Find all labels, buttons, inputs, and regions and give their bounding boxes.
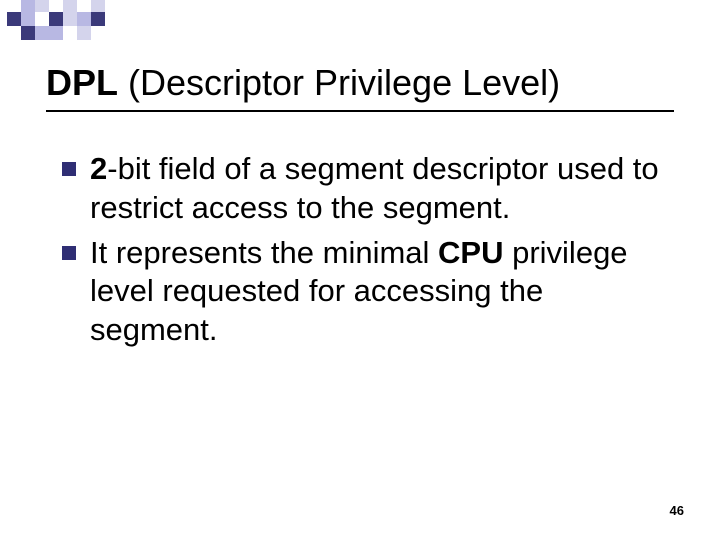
- slide-title: DPL (Descriptor Privilege Level): [46, 62, 560, 104]
- bullet-item: It represents the minimal CPU privilege …: [62, 234, 662, 350]
- bullet-square-icon: [62, 162, 76, 176]
- bullet-text: -bit field of a segment descriptor used …: [90, 151, 659, 225]
- bullet-text: It represents the minimal: [90, 235, 438, 270]
- deco-square: [49, 26, 63, 40]
- deco-square: [77, 26, 91, 40]
- deco-square: [21, 26, 35, 40]
- deco-square: [91, 12, 105, 26]
- deco-square: [91, 0, 105, 12]
- deco-square: [7, 12, 21, 26]
- corner-decoration: [0, 0, 150, 60]
- deco-square: [35, 0, 49, 12]
- deco-square: [21, 0, 35, 12]
- deco-square: [21, 12, 35, 26]
- bullet-item: 2-bit field of a segment descriptor used…: [62, 150, 662, 228]
- deco-square: [63, 0, 77, 12]
- title-underline: [46, 110, 674, 112]
- bullet-text: CPU: [438, 235, 503, 270]
- title-rest: (Descriptor Privilege Level): [118, 62, 560, 103]
- deco-square: [63, 12, 77, 26]
- title-bold: DPL: [46, 62, 118, 103]
- page-number: 46: [670, 503, 684, 518]
- bullet-square-icon: [62, 246, 76, 260]
- bullet-text: 2: [90, 151, 107, 186]
- deco-square: [35, 26, 49, 40]
- deco-square: [49, 12, 63, 26]
- deco-square: [77, 12, 91, 26]
- slide-body: 2-bit field of a segment descriptor used…: [62, 150, 662, 356]
